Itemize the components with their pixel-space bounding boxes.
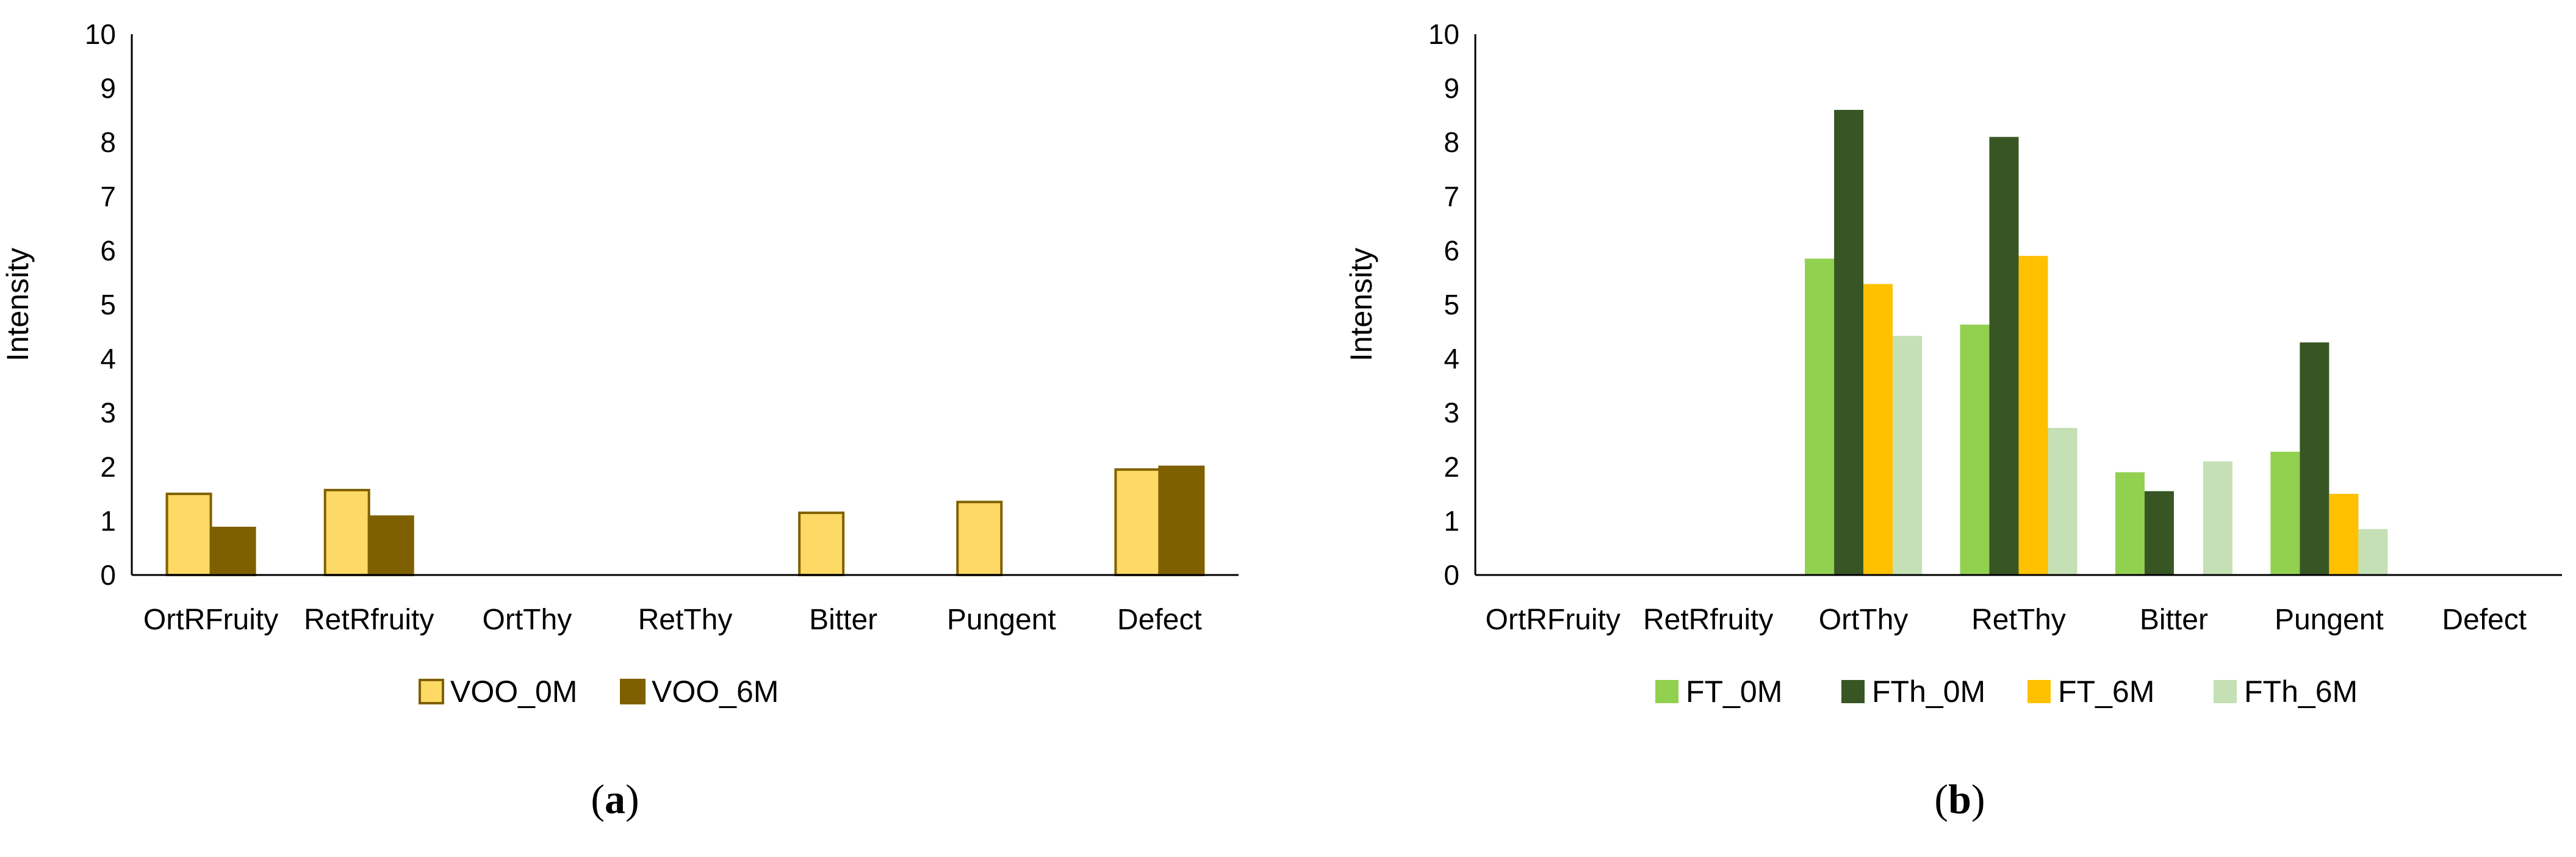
bar-FTh_0M-RetThy — [1989, 137, 2019, 576]
x-tick-label: RetThy — [1971, 604, 2066, 636]
y-tick-label: 0 — [1444, 559, 1459, 591]
bar-FTh_6M-Pungent — [2358, 529, 2388, 575]
legend-swatch-VOO_0M — [419, 679, 444, 704]
legend-label-VOO_0M: VOO_0M — [450, 674, 577, 709]
x-tick-label: RetRfruity — [304, 604, 434, 636]
x-tick-label: Pungent — [947, 604, 1056, 636]
y-axis-title: Intensity — [1, 248, 35, 361]
y-tick-label: 5 — [1444, 289, 1459, 320]
bar-FTh_0M-OrtThy — [1834, 110, 1864, 576]
bar-VOO_0M-OrtRFruity — [165, 493, 212, 576]
bar-VOO_6M-RetRfruity — [367, 515, 414, 577]
bar-VOO_6M-Defect — [1158, 465, 1205, 576]
x-tick-label: OrtRFruity — [1486, 604, 1621, 636]
y-tick-label: 8 — [100, 126, 116, 158]
y-tick-label: 9 — [1444, 73, 1459, 104]
x-tick-label: Defect — [1117, 604, 1202, 636]
legend-swatch-FT_0M — [1655, 680, 1678, 703]
x-tick-label: RetThy — [638, 604, 733, 636]
y-tick-label: 6 — [1444, 234, 1459, 266]
y-tick-label: 2 — [1444, 451, 1459, 483]
bar-FTh_6M-RetThy — [2048, 428, 2078, 575]
y-tick-label: 0 — [100, 559, 116, 591]
bar-FT_6M-Pungent — [2329, 494, 2359, 575]
legend-swatch-FTh_6M — [2214, 680, 2237, 703]
panel-label-a: (a) — [591, 776, 639, 822]
y-tick-label: 7 — [100, 181, 116, 212]
bar-VOO_0M-Defect — [1114, 468, 1161, 576]
y-tick-label: 9 — [100, 73, 116, 104]
bar-FT_0M-Bitter — [2115, 472, 2145, 575]
bar-FT_0M-Pungent — [2270, 451, 2300, 575]
legend-label-FT_0M: FT_0M — [1686, 674, 1782, 709]
x-tick-label: Bitter — [2140, 604, 2208, 636]
y-tick-label: 3 — [100, 397, 116, 428]
y-tick-label: 4 — [1444, 343, 1459, 375]
y-tick-label: 1 — [100, 505, 116, 537]
x-tick-label: OrtThy — [1819, 604, 1909, 636]
y-tick-label: 5 — [100, 289, 116, 320]
bar-FTh_6M-OrtThy — [1893, 336, 1923, 575]
x-tick-label: Bitter — [809, 604, 877, 636]
x-tick-label: Defect — [2442, 604, 2527, 636]
legend-label-FTh_6M: FTh_6M — [2244, 674, 2358, 709]
y-axis-title: Intensity — [1344, 248, 1378, 361]
bar-FT_0M-OrtThy — [1805, 258, 1835, 575]
y-tick-label: 10 — [85, 18, 116, 50]
y-tick-label: 2 — [100, 451, 116, 483]
legend-swatch-FTh_0M — [1841, 680, 1865, 703]
legend-label-VOO_6M: VOO_6M — [652, 674, 779, 709]
x-tick-label: Pungent — [2275, 604, 2384, 636]
legend-swatch-VOO_6M — [620, 679, 646, 704]
bar-FTh_6M-Bitter — [2203, 461, 2232, 575]
panel-label-b: (b) — [1934, 776, 1985, 822]
y-tick-label: 8 — [1444, 126, 1459, 158]
chart-b: 0 1 2 3 4 5 6 7 8 9 10 Intensity OrtRFruity RetRfruit… — [1344, 18, 2562, 709]
chart-a: 0 1 2 3 4 5 6 7 8 9 10 Intensity OrtRFruity RetRfruit… — [1, 18, 1239, 709]
y-tick-label: 4 — [100, 343, 116, 375]
x-tick-label: RetRfruity — [1643, 604, 1773, 636]
bar-FT_6M-RetThy — [2018, 256, 2048, 575]
x-tick-label: OrtRFruity — [143, 604, 278, 636]
x-tick-label: OrtThy — [483, 604, 572, 636]
y-tick-label: 1 — [1444, 505, 1459, 537]
legend-label-FTh_0M: FTh_0M — [1872, 674, 1985, 709]
bar-VOO_0M-Bitter — [798, 512, 845, 576]
bar-FT_0M-RetThy — [1960, 324, 1990, 575]
legend-label-FT_6M: FT_6M — [2058, 674, 2154, 709]
y-tick-label: 10 — [1428, 18, 1459, 50]
bar-FTh_0M-Pungent — [2300, 342, 2330, 575]
bar-FTh_0M-Bitter — [2144, 491, 2174, 575]
y-tick-label: 3 — [1444, 397, 1459, 428]
bar-VOO_6M-OrtRFruity — [209, 526, 256, 577]
y-tick-label: 7 — [1444, 181, 1459, 212]
y-tick-label: 6 — [100, 234, 116, 266]
bar-FT_6M-OrtThy — [1863, 284, 1893, 575]
bar-VOO_0M-Pungent — [956, 501, 1003, 577]
bar-VOO_0M-RetRfruity — [323, 488, 370, 577]
legend-swatch-FT_6M — [2027, 680, 2051, 703]
